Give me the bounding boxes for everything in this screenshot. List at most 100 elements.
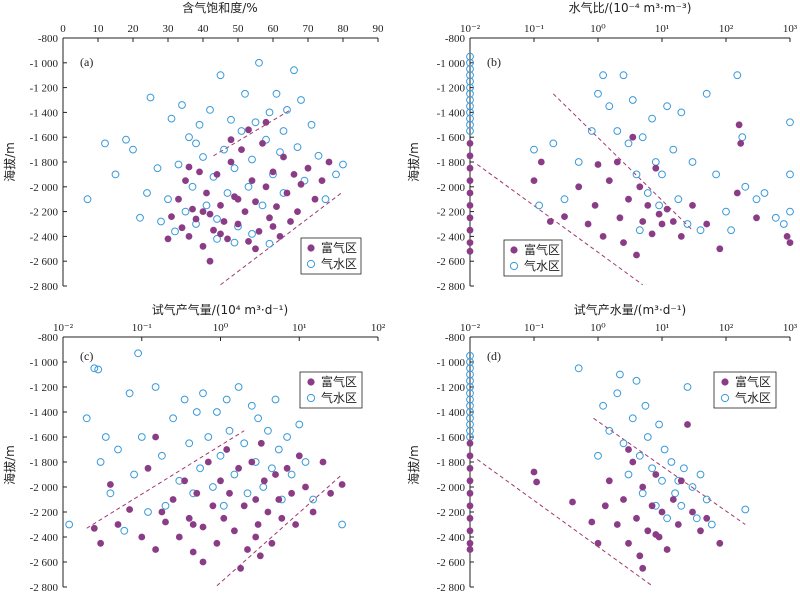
rich-gas-point	[309, 508, 317, 516]
gas-water-point	[114, 445, 122, 454]
legend-label-water-b: 气水区	[524, 258, 560, 273]
y-tick-label: -2 400	[437, 231, 466, 243]
rich-gas-point	[652, 471, 660, 478]
rich-gas-point	[223, 446, 231, 453]
gas-water-point	[616, 370, 624, 379]
y-tick-label: -2 600	[437, 256, 466, 268]
rich-gas-point	[252, 496, 260, 503]
gas-water-point	[638, 133, 647, 142]
rich-gas-point	[287, 218, 294, 225]
rich-gas-point	[283, 189, 291, 197]
gas-water-point	[161, 501, 170, 510]
rich-gas-point	[546, 218, 554, 225]
gas-water-point	[283, 106, 291, 114]
rich-gas-point	[318, 177, 326, 185]
gas-water-point	[605, 102, 614, 111]
gas-water-point	[259, 483, 268, 491]
rich-gas-point	[220, 218, 228, 225]
gas-water-point	[632, 170, 641, 179]
rich-gas-point	[262, 118, 270, 126]
rich-gas-point	[254, 521, 262, 528]
rich-gas-point	[235, 464, 243, 472]
legend-label-water-d: 气水区	[735, 390, 771, 405]
rich-gas-point	[107, 481, 114, 488]
rich-gas-point	[283, 464, 291, 472]
rich-gas-point	[220, 514, 228, 522]
axes: -800 -1 000 -1 200 -1 400 -1 600 -1 800 -2 000…	[437, 23, 798, 293]
rich-gas-point	[658, 220, 666, 228]
x-tick-label: 10⁻²	[53, 322, 74, 334]
gas-water-point	[225, 426, 234, 435]
gas-water-point	[146, 93, 155, 102]
rich-gas-point	[639, 218, 647, 225]
gas-water-point	[287, 470, 296, 479]
gas-water-point	[466, 102, 474, 111]
rich-gas-point	[466, 452, 474, 460]
gas-water-point	[247, 401, 256, 410]
x-tick-label: 60	[268, 23, 280, 35]
rich-gas-point	[648, 230, 656, 238]
rich-gas-point	[327, 489, 334, 497]
y-tick-label: -2 600	[30, 557, 59, 569]
xlabel-c: 试气产气量/(10⁴ m³·d⁻¹)	[152, 302, 288, 317]
rich-gas-point	[644, 527, 652, 535]
gas-water-point	[683, 383, 692, 391]
gas-water-point	[549, 139, 558, 148]
gas-water-point	[301, 458, 310, 466]
rich-gas-point	[620, 239, 627, 247]
y-tick-label: -2 800	[437, 281, 466, 293]
y-tick-label: -1 000	[30, 58, 59, 70]
rich-gas-point	[199, 558, 207, 566]
gas-water-point	[599, 401, 607, 410]
gas-water-point	[688, 158, 697, 166]
y-tick-label: -1 400	[437, 107, 466, 119]
legend-c: 富气区 气水区	[299, 371, 363, 409]
rich-gas-point	[466, 489, 474, 497]
rich-gas-point	[269, 223, 277, 230]
gas-water-point	[466, 65, 474, 73]
gas-water-point	[283, 433, 292, 441]
series-gas-water	[65, 349, 347, 535]
y-tick-label: -800	[445, 33, 466, 45]
rich-gas-point	[181, 477, 189, 485]
rich-gas-point	[737, 140, 745, 147]
axes: -800 -1 000 -1 200 -1 400 -1 600 -1 800 -2 000…	[30, 322, 386, 594]
gas-water-point	[466, 408, 474, 416]
rich-gas-point	[227, 136, 235, 144]
legend-marker-rich-d	[721, 378, 729, 386]
series-gas-water	[466, 52, 794, 235]
rich-gas-point	[311, 195, 319, 203]
rich-gas-point	[669, 218, 677, 225]
rich-gas-point	[276, 233, 284, 240]
gas-water-point	[199, 389, 207, 398]
rich-gas-point	[674, 521, 682, 528]
rich-gas-point	[227, 158, 235, 166]
gas-water-point	[223, 189, 232, 197]
gas-water-point	[90, 364, 99, 373]
gas-water-point	[641, 401, 650, 410]
y-tick-label: -800	[38, 33, 59, 45]
gas-water-point	[178, 101, 186, 109]
rich-gas-point	[185, 163, 193, 171]
rich-gas-point	[199, 208, 207, 216]
series-rich-gas	[164, 118, 333, 265]
gas-water-point	[466, 77, 474, 86]
legend-marker-rich-a	[307, 244, 315, 252]
x-tick-label: 40	[198, 23, 210, 35]
gas-water-point	[122, 135, 130, 144]
rich-gas-point	[264, 508, 272, 516]
gas-water-point	[309, 495, 318, 504]
rich-gas-point	[126, 506, 133, 513]
series-rich-gas	[466, 421, 724, 572]
gas-water-point	[466, 83, 474, 92]
rich-gas-point	[716, 245, 724, 253]
rich-gas-point	[636, 183, 644, 191]
gas-water-point	[628, 414, 637, 423]
xlabel-a: 含气饱和度/%	[182, 0, 257, 15]
rich-gas-point	[325, 158, 333, 166]
gas-water-point	[648, 464, 656, 473]
y-tick-label: -1 800	[30, 157, 59, 169]
xlabel-d: 试气产水量/(m³·d⁻¹)	[574, 302, 686, 317]
rich-gas-point	[217, 477, 224, 485]
